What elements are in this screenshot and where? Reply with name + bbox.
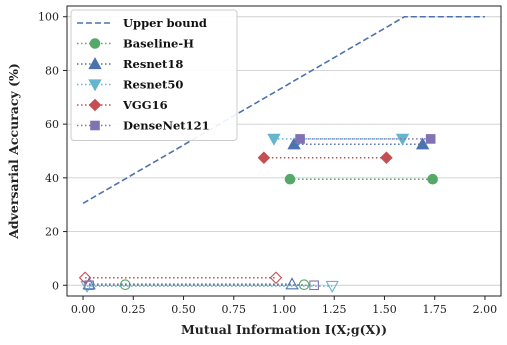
legend-item: Resnet18 [77, 57, 183, 71]
legend-label: VGG16 [122, 98, 168, 112]
legend-label: Upper bound [123, 16, 207, 30]
square-marker [309, 280, 319, 291]
legend-triangle-up-marker [88, 57, 102, 70]
x-tick-label: 1.50 [372, 303, 397, 316]
legend-box [70, 9, 238, 141]
legend-label: Resnet18 [123, 57, 183, 71]
diamond-marker [257, 151, 271, 164]
legend-label: Baseline-H [123, 37, 194, 51]
legend: Upper bound Baseline-H Resnet18 Resnet50 VGG… [70, 9, 238, 141]
square-marker [425, 134, 436, 144]
circle-marker [427, 173, 438, 185]
legend-item: DenseNet121 [77, 119, 210, 133]
triangle-down-marker [267, 133, 281, 146]
triangle-up-marker [285, 277, 299, 290]
x-tick-label: 2.00 [473, 303, 498, 316]
diamond-marker [380, 151, 393, 164]
y-tick-label: 100 [38, 11, 59, 24]
x-tick-label: 0.25 [121, 303, 146, 316]
y-tick-label: 60 [45, 118, 59, 131]
upper-bound-line [82, 15, 485, 205]
circle-marker [298, 279, 310, 291]
legend-item: Upper bound [77, 16, 207, 30]
series-vgg16 [78, 151, 393, 285]
legend-triangle-down-marker [88, 79, 102, 92]
y-tick-label: 20 [45, 226, 59, 239]
diamond-marker [269, 271, 283, 285]
legend-square-marker [90, 120, 100, 131]
x-tick-label: 1.75 [422, 303, 447, 316]
series-resnet50 [80, 133, 410, 293]
legend-label: Resnet50 [123, 78, 183, 92]
square-marker [295, 134, 305, 144]
ticks-layer: 0 20 40 60 80 100 0.00 0.25 0.50 0.75 1.00 1.25 1.50… [38, 11, 497, 316]
legend-item: VGG16 [77, 98, 168, 112]
legend-circle-marker [89, 38, 101, 49]
square-marker [84, 280, 94, 291]
series-resnet18 [82, 137, 430, 290]
series-layer [78, 15, 485, 293]
x-tick-label: 1.25 [322, 303, 347, 316]
x-axis-label: Mutual Information I(X;g(X)) [181, 322, 387, 337]
y-axis-label: Adversarial Accuracy (%) [6, 63, 21, 240]
triangle-up-marker [415, 137, 430, 150]
x-tick-label: 0.50 [171, 303, 196, 316]
legend-label: DenseNet121 [123, 119, 210, 133]
y-tick-label: 80 [45, 64, 59, 77]
legend-item: Baseline-H [77, 37, 194, 51]
series-densenet121 [84, 134, 436, 291]
y-tick-label: 0 [52, 279, 59, 292]
x-tick-label: 0.00 [71, 303, 96, 316]
x-tick-label: 1.00 [272, 303, 297, 316]
y-tick-label: 40 [45, 172, 59, 185]
x-tick-label: 0.75 [222, 303, 247, 316]
legend-diamond-marker [88, 98, 102, 112]
circle-marker [284, 173, 296, 185]
legend-item: Resnet50 [77, 78, 183, 92]
series-upper-bound [82, 15, 485, 205]
triangle-down-marker [325, 280, 339, 293]
